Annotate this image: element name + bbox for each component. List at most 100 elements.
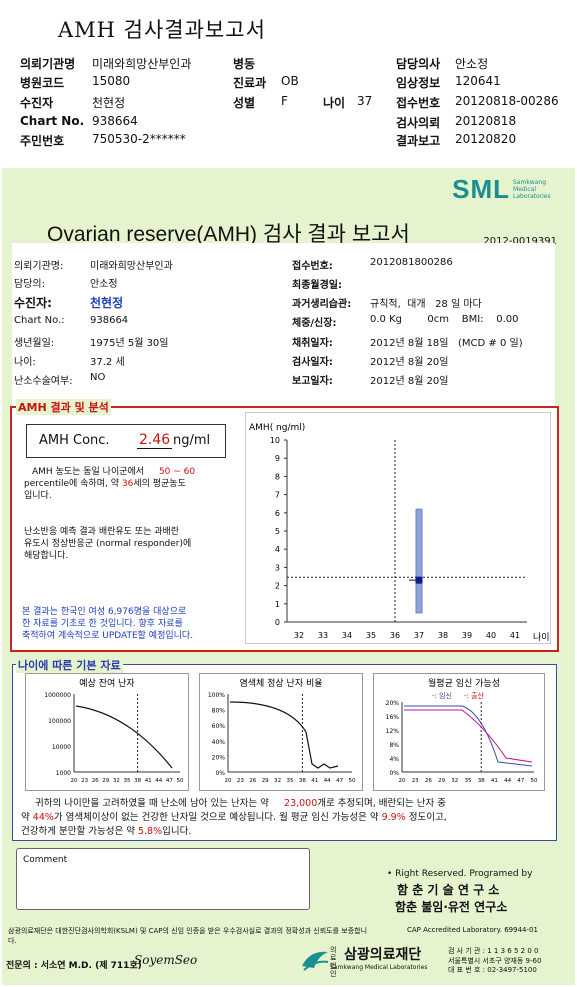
y-tick-label: 2 [275,582,280,591]
chart-title: 예상 잔여 난자 [79,677,135,689]
header-value: 750530-2****** [92,132,186,146]
y-tick-label: 20% [212,754,226,761]
header-label: 접수번호 [396,96,441,110]
header-label: 의뢰기관명 [20,57,76,71]
header-label: 나이 [323,96,346,110]
x-tick-label: 38 [478,778,485,784]
institute-2: 함춘 불임·유전 연구소 [395,900,508,914]
info-label: 체중/신장: [292,318,337,329]
rights-text: • Right Reserved. Programed by [387,869,533,879]
info-label: 나이: [14,357,36,368]
x-tick-label: 50 [177,778,184,784]
doctor-signature: SoyemSeo [134,953,198,967]
foundation-small: 의료법인 [330,946,337,978]
y-tick-label: 100% [208,692,225,699]
sml-logo: SML Samkwang Medical Laboratories [452,174,561,205]
header-value: 안소정 [455,57,489,71]
institute-1: 함 춘 기 술 연 구 소 [397,883,500,897]
x-tick-label: 50 [349,778,356,784]
header-label: 결과보고 [396,134,441,148]
chart-frame [245,412,551,644]
x-tick-label: 35 [465,778,472,784]
info-label: 과거생리습관: [292,299,352,310]
cap-accreditation: CAP Accredited Laboratory. 69944-01 [407,926,538,934]
curve [75,705,173,769]
x-tick-label: 33 [318,631,328,640]
y-tick-label: 1000000 [44,692,71,699]
header-label: 주민번호 [20,134,65,148]
document-title: AMH 검사결과보고서 [58,18,266,42]
info-label: 의뢰기관명: [14,261,64,272]
header-value: F [281,94,288,108]
x-tick-label: 41 [491,778,498,784]
y-tick-label: 20% [386,700,400,707]
x-tick-label: 37 [414,631,424,640]
comment-box: Comment [16,848,310,910]
report-title: Ovarian reserve(AMH) 검사 결과 보고서 [47,223,410,246]
legend-pregnancy: -: 임신 [432,691,452,700]
x-tick-label: 23 [412,778,419,784]
foundation-subtitle: Samkwang Medical Laboratories [330,964,428,971]
x-tick-label: 44 [324,778,331,784]
header-label: 검사의뢰 [396,116,441,130]
header-value: OB [281,74,299,88]
header-label: 병동 [233,57,256,71]
curve [229,701,339,769]
header-label: 담당의사 [396,57,441,71]
amh-conc-unit: ng/ml [173,433,211,448]
x-tick-label: 29 [438,778,445,784]
y-tick-label: 0% [215,770,225,777]
x-tick-label: 20 [71,778,78,784]
x-tick-label: 41 [145,778,152,784]
x-tick-label: 47 [517,778,524,784]
amh-section-title: AMH 결과 및 분석 [16,399,111,415]
info-value: 938664 [90,315,129,326]
x-axis-label: 나이 [533,632,550,643]
info-label: 생년월일: [14,338,55,349]
y-tick-label: 9 [275,454,280,463]
y-tick-label: 100000 [48,718,71,725]
foundation-name: 삼광의료재단 [344,947,422,963]
y-tick-label: 10000 [52,744,71,751]
header-value: 37 [357,94,373,108]
y-tick-label: 8 [275,472,280,481]
x-tick-label: 32 [294,631,304,640]
footer-note: 삼광의료재단은 대한진단검사의학회(KSLM) 및 CAP의 신임 인증을 받은… [8,927,368,945]
y-tick-label: 3 [275,563,280,572]
info-value: 0.0 Kg 0cm BMI: 0.00 [370,314,519,325]
x-tick-label: 32 [274,778,281,784]
normal-egg-ratio-chart: 염색체 정상 난자 비율 100% 80% 60% 40% 20% 0%20 23 26 29 32… [199,673,363,791]
x-tick-label: 44 [504,778,511,784]
x-tick-label: 38 [134,778,141,784]
header-value: 미래와희망산부인과 [92,57,192,71]
info-value: 천현정 [90,296,124,310]
y-tick-label: 40% [212,739,226,746]
x-tick-label: 35 [287,778,294,784]
y-tick-label: 1 [275,600,280,609]
amh-conc-label: AMH Conc. [39,433,110,448]
y-tick-label: 12% [386,728,400,735]
amh-conc-value: 2.46 [137,432,173,449]
amh-interpretation: AMH 농도는 동일 나이군에서 50 ~ 60 percentile에 속하며… [24,467,196,501]
y-tick-label: 4 [275,545,280,554]
x-tick-label: 35 [366,631,376,640]
x-tick-label: 50 [531,778,538,784]
header-label: 수진자 [20,96,54,110]
info-label: 검사일자: [292,357,333,368]
header-label: 병원코드 [20,76,65,90]
info-value: NO [90,372,106,383]
x-tick-label: 39 [462,631,472,640]
info-label: 접수번호: [292,261,333,272]
info-label: 보고일자: [292,376,333,387]
y-tick-label: 7 [275,491,280,500]
logo-subtitle: Samkwang Medical Laboratories [513,179,551,200]
x-tick-label: 38 [438,631,448,640]
x-tick-label: 23 [81,778,88,784]
x-tick-label: 41 [510,631,520,640]
header-value: 천현정 [92,96,126,110]
data-note: 본 결과는 한국인 여성 6,976명을 대상으로 한 자료를 기초로 한 것입… [22,607,194,641]
info-value: 1975년 5월 30일 [90,338,169,349]
x-tick-label: 26 [425,778,432,784]
